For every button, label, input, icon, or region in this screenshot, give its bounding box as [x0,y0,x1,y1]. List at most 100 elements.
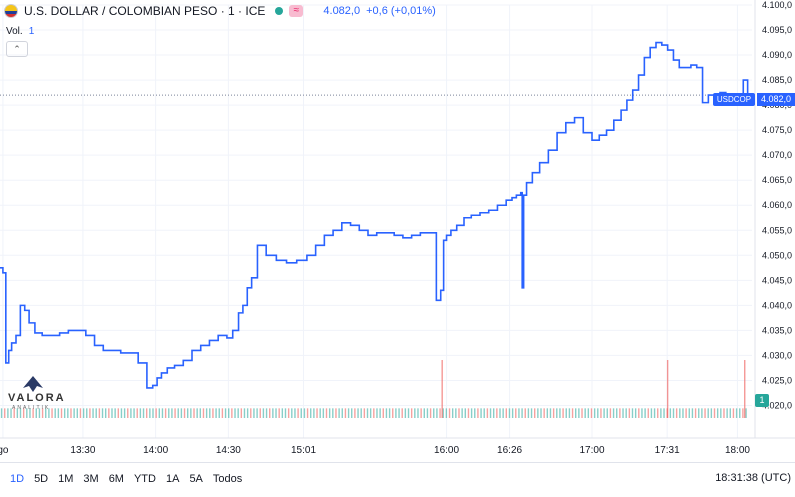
bottom-toolbar [0,462,795,497]
volume-bar [67,408,69,418]
volume-bar [398,408,400,418]
volume-bar [193,408,195,418]
volume-bar [458,408,460,418]
volume-bar [168,408,170,418]
compare-badge[interactable]: ≈ [289,5,304,17]
volume-bar [171,408,173,418]
volume-bar [278,408,280,418]
timeframe-todos[interactable]: Todos [212,473,243,485]
volume-spike-bar [744,360,746,418]
volume-bar [183,408,186,418]
volume-bar [369,408,372,418]
volume-bar [414,408,416,418]
volume-bar [584,408,586,418]
volume-bar [581,408,583,418]
volume-bar [22,408,25,418]
timeframe-1m[interactable]: 1M [58,473,74,485]
price-series-line [0,41,749,389]
volume-bar [95,408,97,418]
volume-bar [35,408,37,418]
x-tick-label: go [0,445,9,456]
volume-bar [477,408,479,418]
volume-bar [104,408,107,418]
volume-bar [691,408,694,418]
timeframe-5a[interactable]: 5A [189,473,203,485]
volume-bar [549,408,552,418]
volume-bar [332,408,334,418]
volume-bar [619,408,621,418]
volume-bar [663,408,665,418]
volume-bar [284,408,287,418]
timeframe-6m[interactable]: 6M [108,473,124,485]
timeframe-3m[interactable]: 3M [83,473,99,485]
volume-bar [344,408,347,418]
volume-bar [631,408,634,418]
volume-bar [202,408,205,418]
symbol-title[interactable]: U.S. DOLLAR / COLOMBIAN PESO · 1 · ICE [24,4,266,18]
volume-bar [164,408,167,418]
volume-bar [360,408,362,418]
volume-bar [51,408,53,418]
volume-bar [63,408,66,418]
volume-bar [70,408,72,418]
volume-bar [417,408,419,418]
volume-bar [351,408,353,418]
x-tick-label: 16:26 [497,445,522,456]
volume-bar [739,408,741,418]
volume-bar [641,408,643,418]
chart-header: U.S. DOLLAR / COLOMBIAN PESO · 1 · ICE ≈… [4,4,436,18]
market-status-icon [275,7,284,15]
volume-bar [527,408,530,418]
y-tick-label: 4.050,0 [762,250,792,260]
volume-bar [726,408,728,418]
volume-bar [395,408,397,418]
volume-bar [224,408,227,418]
x-tick-label: 17:31 [655,445,680,456]
volume-bar [16,408,19,418]
volume-bar [530,408,533,418]
volume-bar [253,408,255,418]
volume-bar [716,408,719,418]
volume-bar [152,408,154,418]
y-tick-label: 4.060,0 [762,200,792,210]
timeframe-1a[interactable]: 1A [165,473,180,485]
volume-bar [433,408,435,418]
x-tick-label: 14:30 [216,445,241,456]
timeframe-1d[interactable]: 1D [10,473,25,485]
x-tick-label: 13:30 [70,445,95,456]
volume-bar [54,408,56,418]
volume-bar [382,408,384,418]
volume-bar [707,408,709,418]
volume-bar [190,408,192,418]
volume-tag: 1 [755,394,769,407]
volume-bar [114,408,116,418]
volume-bar [379,408,381,418]
utc-clock[interactable]: 18:31:38 (UTC) [715,472,791,484]
volume-bar [590,408,593,418]
volume-bar [174,408,176,418]
volume-bar [300,408,302,418]
volume-spike-bar [441,360,443,418]
chevron-up-icon[interactable]: ⌃ [6,41,28,57]
volume-bar [401,408,403,418]
timeframe-ytd[interactable]: YTD [133,473,156,485]
timeframe-5d[interactable]: 5D [34,473,49,485]
volume-bar [306,408,309,418]
volume-bar [139,408,142,418]
volume-bar [521,408,523,418]
volume-label: Vol. [6,26,23,37]
volume-bar [212,408,214,418]
volume-bar [660,408,662,418]
volume-bar [445,408,448,418]
volume-bar [698,408,700,418]
volume-bar [587,408,590,418]
volume-bar [612,408,615,418]
volume-bar [38,408,41,418]
volume-bar [136,408,138,418]
volume-bar [45,408,47,418]
volume-bar [628,408,631,418]
volume-bar [155,408,157,418]
volume-bar [461,408,463,418]
volume-bar [246,408,249,418]
